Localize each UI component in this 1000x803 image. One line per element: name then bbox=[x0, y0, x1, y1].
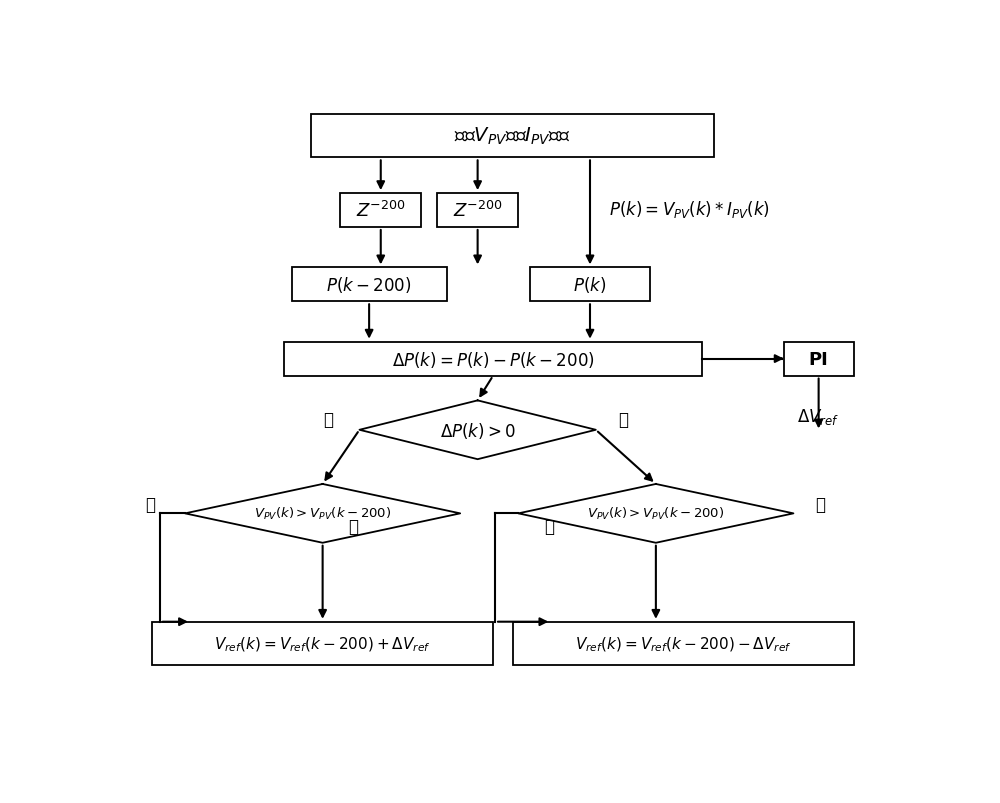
Bar bbox=[311, 115, 714, 158]
Text: 否: 否 bbox=[618, 410, 628, 428]
Text: PI: PI bbox=[809, 350, 828, 368]
Text: $\Delta P(k)>0$: $\Delta P(k)>0$ bbox=[440, 420, 516, 440]
Text: $P(k-200)$: $P(k-200)$ bbox=[326, 275, 412, 295]
Bar bbox=[284, 342, 702, 376]
Text: 是: 是 bbox=[323, 410, 333, 428]
Text: $\Delta V_{ref}$: $\Delta V_{ref}$ bbox=[797, 406, 840, 426]
Bar bbox=[152, 622, 493, 665]
Text: $V_{PV}(k)>V_{PV}(k-200)$: $V_{PV}(k)>V_{PV}(k-200)$ bbox=[254, 506, 391, 522]
Text: $P(k)=V_{PV}(k)*I_{PV}(k)$: $P(k)=V_{PV}(k)*I_{PV}(k)$ bbox=[609, 199, 770, 220]
Text: 否: 否 bbox=[816, 495, 826, 513]
Bar bbox=[784, 342, 854, 376]
Text: $P(k)$: $P(k)$ bbox=[573, 275, 607, 295]
Text: 是: 是 bbox=[145, 495, 155, 513]
Bar bbox=[512, 622, 854, 665]
Text: $V_{ref}(k)=V_{ref}(k-200)-\Delta V_{ref}$: $V_{ref}(k)=V_{ref}(k-200)-\Delta V_{ref… bbox=[575, 634, 791, 653]
Text: 是: 是 bbox=[544, 517, 554, 535]
Bar bbox=[340, 194, 421, 228]
Polygon shape bbox=[185, 484, 460, 543]
Polygon shape bbox=[518, 484, 793, 543]
Text: $\Delta P(k)=P(k)-P(k-200)$: $\Delta P(k)=P(k)-P(k-200)$ bbox=[392, 349, 595, 369]
Bar bbox=[292, 268, 447, 302]
Bar bbox=[437, 194, 518, 228]
Bar bbox=[530, 268, 650, 302]
Polygon shape bbox=[359, 401, 596, 459]
Text: 否: 否 bbox=[349, 517, 359, 535]
Text: $V_{ref}(k)=V_{ref}(k-200)+\Delta V_{ref}$: $V_{ref}(k)=V_{ref}(k-200)+\Delta V_{ref… bbox=[214, 634, 431, 653]
Text: $Z^{-200}$: $Z^{-200}$ bbox=[356, 201, 406, 221]
Text: $Z^{-200}$: $Z^{-200}$ bbox=[453, 201, 503, 221]
Text: $V_{PV}(k)>V_{PV}(k-200)$: $V_{PV}(k)>V_{PV}(k-200)$ bbox=[587, 506, 725, 522]
Text: 电压$V_{PV}$电流$I_{PV}$采样: 电压$V_{PV}$电流$I_{PV}$采样 bbox=[454, 126, 571, 147]
